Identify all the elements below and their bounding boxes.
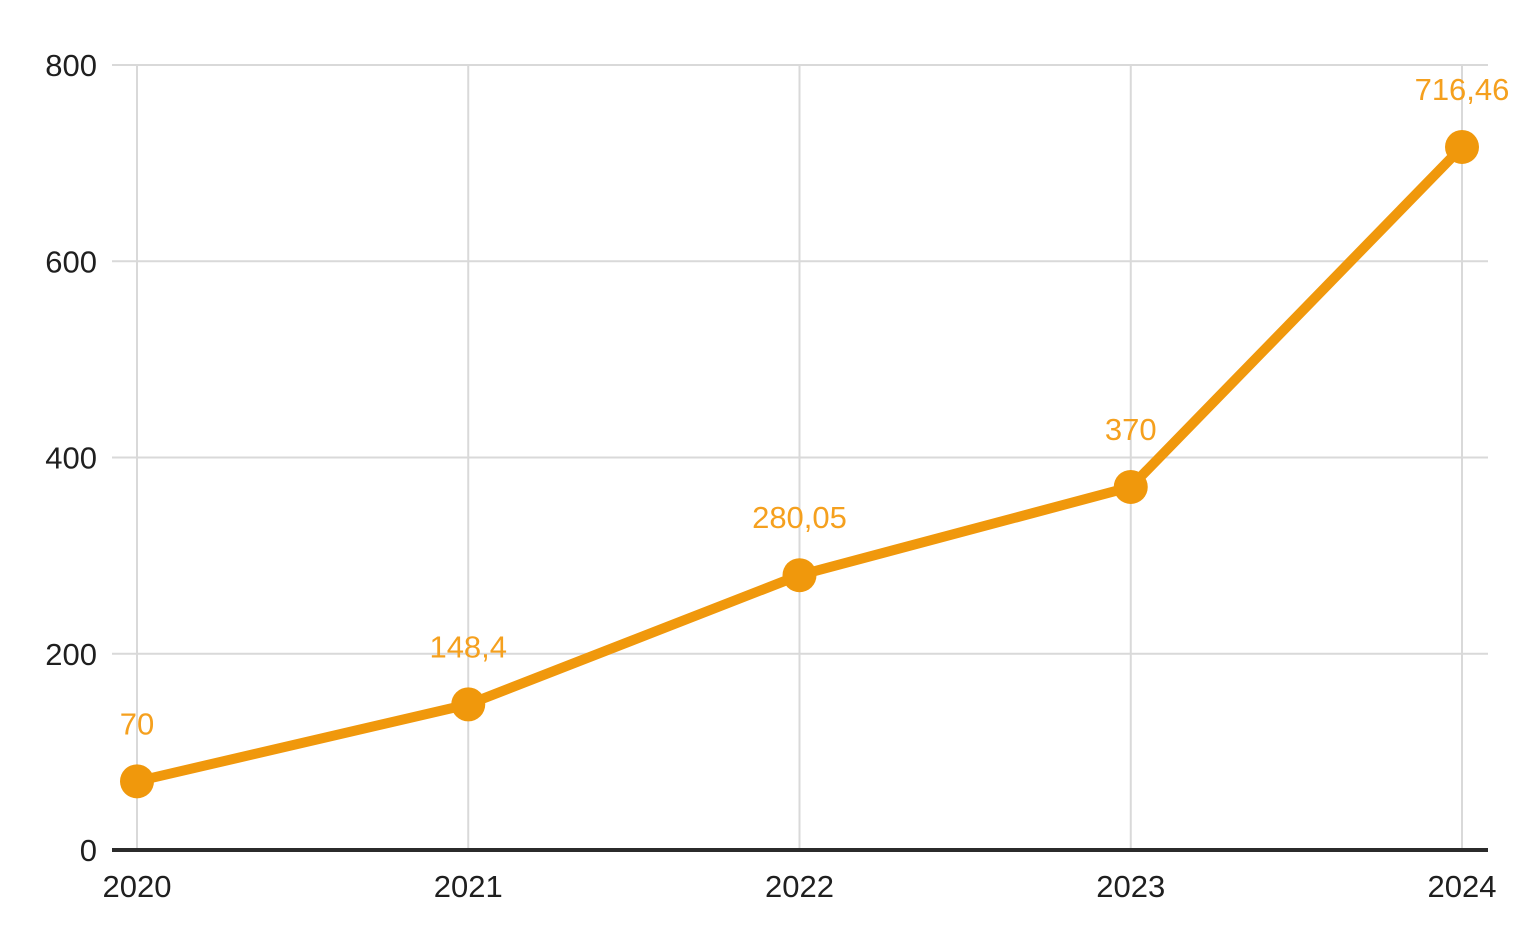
data-point-label: 70 (120, 706, 154, 741)
y-axis-tick-label: 600 (45, 244, 97, 279)
y-axis-tick-label: 200 (45, 637, 97, 672)
data-labels-group: 70 148,4 280,05 370 716,46 (120, 72, 1510, 741)
data-point-label: 148,4 (429, 629, 507, 664)
data-point[interactable] (1113, 469, 1148, 504)
x-axis-tick-label: 2024 (1428, 869, 1497, 904)
y-axis-tick-label: 0 (80, 833, 97, 868)
data-point[interactable] (451, 687, 486, 722)
x-axis-tick-labels-group: 2020 2021 2022 2023 2024 (103, 869, 1497, 904)
x-axis-tick-label: 2022 (765, 869, 834, 904)
x-axis-tick-label: 2021 (434, 869, 503, 904)
y-axis-tick-labels-group: 0 200 400 600 800 (45, 48, 97, 868)
data-point[interactable] (1445, 129, 1479, 164)
data-point-label: 370 (1105, 412, 1157, 447)
series-group (120, 129, 1479, 799)
y-axis-tick-label: 800 (45, 48, 97, 83)
horizontal-gridlines-group (112, 64, 1488, 655)
x-axis-tick-label: 2020 (103, 869, 172, 904)
x-axis-tick-label: 2023 (1096, 869, 1165, 904)
data-point[interactable] (120, 764, 154, 799)
data-point[interactable] (782, 558, 817, 593)
y-axis-tick-label: 400 (45, 441, 97, 476)
data-point-label: 716,46 (1415, 72, 1510, 107)
data-point-label: 280,05 (752, 500, 847, 535)
